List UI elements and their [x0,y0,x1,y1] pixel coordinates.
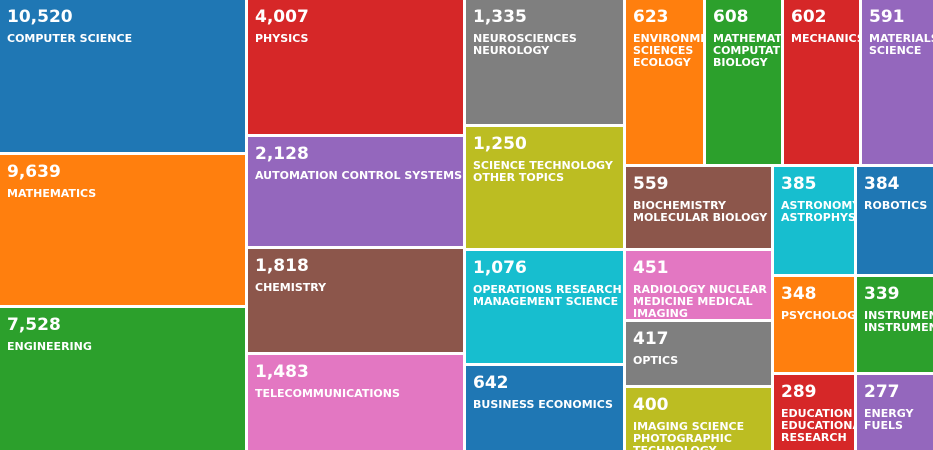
tile-value: 4,007 [255,7,309,27]
tile-label: MATERIALS SCIENCE [869,33,933,57]
tile-value: 9,639 [7,162,61,182]
tile-label: OPERATIONS RESEARCH MANAGEMENT SCIENCE [473,284,622,308]
tile-label: OPTICS [633,355,679,367]
treemap-tile: 277 ENERGY FUELS [857,375,933,450]
tile-value: 1,250 [473,134,527,154]
tile-value: 2,128 [255,144,309,164]
tile-value: 1,483 [255,362,309,382]
tile-value: 348 [781,284,817,304]
treemap-tile: 10,520 COMPUTER SCIENCE [0,0,248,155]
tile-label: ASTRONOMY ASTROPHYSICS [781,200,854,224]
tile-value: 623 [633,7,669,27]
treemap-tile: 1,335 NEUROSCIENCES NEUROLOGY [466,0,626,127]
tile-value: 289 [781,382,817,402]
tile-value: 642 [473,373,509,393]
tile-value: 1,335 [473,7,527,27]
treemap-tile: 339 INSTRUMENTS INSTRUMENTATION [857,277,933,375]
tile-value: 559 [633,174,669,194]
treemap-tile: 1,483 TELECOMMUNICATIONS [248,355,466,450]
tile-value: 417 [633,329,669,349]
tile-value: 451 [633,258,669,278]
treemap-tile: 451 RADIOLOGY NUCLEAR MEDICINE MEDICAL IM… [626,251,774,322]
tile-label: MATHEMATICAL COMPUTATIONAL BIOLOGY [713,33,781,69]
tile-value: 277 [864,382,900,402]
tile-value: 7,528 [7,315,61,335]
tile-value: 608 [713,7,749,27]
tile-value: 602 [791,7,827,27]
tile-label: ENERGY FUELS [864,408,914,432]
tile-value: 1,818 [255,256,309,276]
tile-value: 385 [781,174,817,194]
tile-label: NEUROSCIENCES NEUROLOGY [473,33,577,57]
tile-value: 591 [869,7,905,27]
tile-label: AUTOMATION CONTROL SYSTEMS [255,170,463,182]
treemap-tile: 608 MATHEMATICAL COMPUTATIONAL BIOLOGY [706,0,784,167]
treemap-tile: 7,528 ENGINEERING [0,308,248,450]
treemap-tile: 623 ENVIRONMENTAL SCIENCES ECOLOGY [626,0,706,167]
tile-label: INSTRUMENTS INSTRUMENTATION [864,310,933,334]
treemap-tile: 1,818 CHEMISTRY [248,249,466,355]
tile-label: ENGINEERING [7,341,92,353]
tile-label: PHYSICS [255,33,309,45]
tile-label: BUSINESS ECONOMICS [473,399,613,411]
treemap-tile: 642 BUSINESS ECONOMICS [466,366,626,450]
treemap-tile: 591 MATERIALS SCIENCE [862,0,933,167]
treemap-tile: 1,076 OPERATIONS RESEARCH MANAGEMENT SCIE… [466,251,626,366]
tile-label: PSYCHOLOGY [781,310,854,322]
tile-value: 10,520 [7,7,73,27]
treemap-tile: 1,250 SCIENCE TECHNOLOGY OTHER TOPICS [466,127,626,251]
treemap-tile: 602 MECHANICS [784,0,862,167]
treemap-tile: 559 BIOCHEMISTRY MOLECULAR BIOLOGY [626,167,774,251]
tile-label: COMPUTER SCIENCE [7,33,133,45]
tile-value: 339 [864,284,900,304]
treemap-tile: 9,639 MATHEMATICS [0,155,248,308]
tile-label: MATHEMATICS [7,188,97,200]
treemap-tile: 2,128 AUTOMATION CONTROL SYSTEMS [248,137,466,249]
tile-label: RADIOLOGY NUCLEAR MEDICINE MEDICAL IMAGI… [633,284,767,320]
treemap-tile: 348 PSYCHOLOGY [774,277,857,375]
tile-label: IMAGING SCIENCE PHOTOGRAPHIC TECHNOLOGY [633,421,745,450]
treemap-tile: 400 IMAGING SCIENCE PHOTOGRAPHIC TECHNOLO… [626,388,774,450]
tile-label: EDUCATION EDUCATIONAL RESEARCH [781,408,854,444]
tile-label: SCIENCE TECHNOLOGY OTHER TOPICS [473,160,613,184]
tile-label: MECHANICS [791,33,859,45]
tile-label: CHEMISTRY [255,282,327,294]
tile-value: 1,076 [473,258,527,278]
treemap-tile: 289 EDUCATION EDUCATIONAL RESEARCH [774,375,857,450]
tile-label: BIOCHEMISTRY MOLECULAR BIOLOGY [633,200,768,224]
treemap-tile: 385 ASTRONOMY ASTROPHYSICS [774,167,857,277]
tile-label: TELECOMMUNICATIONS [255,388,400,400]
tile-label: ENVIRONMENTAL SCIENCES ECOLOGY [633,33,703,69]
tile-label: ROBOTICS [864,200,928,212]
tile-value: 400 [633,395,669,415]
treemap-tile: 384 ROBOTICS [857,167,933,277]
treemap-tile: 417 OPTICS [626,322,774,388]
tile-value: 384 [864,174,900,194]
treemap-tile: 4,007 PHYSICS [248,0,466,137]
